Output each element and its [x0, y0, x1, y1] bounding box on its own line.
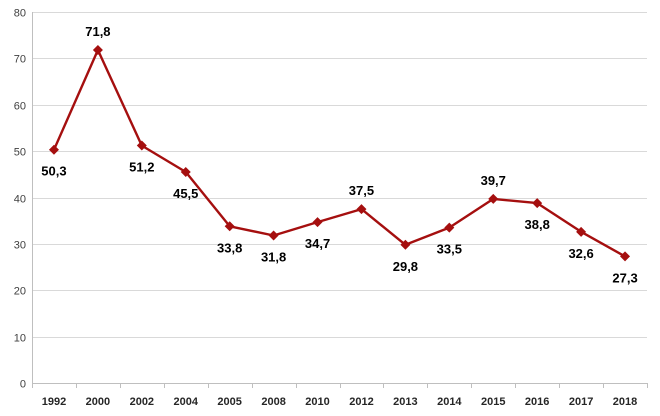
x-tick-label: 2015	[481, 396, 505, 408]
data-point-marker	[224, 221, 235, 232]
x-tick-label: 2012	[349, 396, 373, 408]
x-tick-label: 2018	[613, 396, 637, 408]
x-tick-label: 1992	[42, 396, 66, 408]
data-labels: 50,3 71,8 51,2 45,5 33,8 31,8 34,7 37,5 29,8 33,5…	[41, 24, 637, 285]
data-label: 51,2	[129, 160, 154, 175]
data-label: 27,3	[612, 270, 637, 285]
data-point-marker	[400, 239, 411, 250]
axes	[32, 12, 648, 388]
data-point-marker	[268, 230, 279, 241]
x-tick-label: 2005	[217, 396, 241, 408]
data-point-marker	[444, 222, 455, 233]
data-point-marker	[48, 144, 59, 155]
data-point-marker	[312, 217, 323, 228]
data-label: 31,8	[261, 250, 286, 265]
y-tick-label: 50	[14, 147, 26, 159]
data-point-marker	[356, 204, 367, 215]
data-point-marker	[92, 45, 103, 56]
data-point-marker	[136, 140, 147, 151]
y-tick-label: 80	[14, 8, 26, 20]
y-tick-label: 40	[14, 194, 26, 206]
series	[48, 45, 631, 262]
x-tick-label: 2013	[393, 396, 417, 408]
x-tick-label: 2000	[86, 396, 110, 408]
x-tick-label: 2008	[261, 396, 285, 408]
x-axis-ticks: 1992 2000 2002 2004 2005 2008 2010 2012 2013 2014…	[42, 396, 638, 408]
data-point-marker	[488, 193, 499, 204]
data-label: 45,5	[173, 186, 198, 201]
data-label: 37,5	[349, 183, 374, 198]
y-tick-label: 60	[14, 101, 26, 113]
y-tick-label: 20	[14, 286, 26, 298]
data-label: 39,7	[481, 173, 506, 188]
data-label: 33,5	[437, 242, 462, 257]
y-axis-ticks: 0 10 20 30 40 50 60 70 80	[14, 8, 26, 391]
data-point-marker	[576, 226, 587, 237]
gridlines	[32, 12, 647, 338]
data-point-marker	[620, 251, 631, 262]
data-point-marker	[180, 166, 191, 177]
y-tick-label: 0	[20, 379, 26, 391]
x-tick-label: 2014	[437, 396, 462, 408]
y-tick-label: 10	[14, 333, 26, 345]
x-tick-label: 2017	[569, 396, 593, 408]
x-tick-label: 2016	[525, 396, 549, 408]
data-label: 29,8	[393, 259, 418, 274]
x-tick-label: 2002	[130, 396, 154, 408]
x-tick-label: 2010	[305, 396, 329, 408]
y-tick-label: 30	[14, 240, 26, 252]
data-label: 50,3	[41, 164, 66, 179]
data-label: 34,7	[305, 236, 330, 251]
data-label: 71,8	[85, 24, 110, 39]
data-label: 32,6	[568, 246, 593, 261]
data-label: 33,8	[217, 240, 242, 255]
series-line	[52, 48, 626, 258]
data-label: 38,8	[525, 217, 550, 232]
data-point-marker	[532, 198, 543, 209]
x-tick-label: 2004	[174, 396, 199, 408]
y-tick-label: 70	[14, 54, 26, 66]
